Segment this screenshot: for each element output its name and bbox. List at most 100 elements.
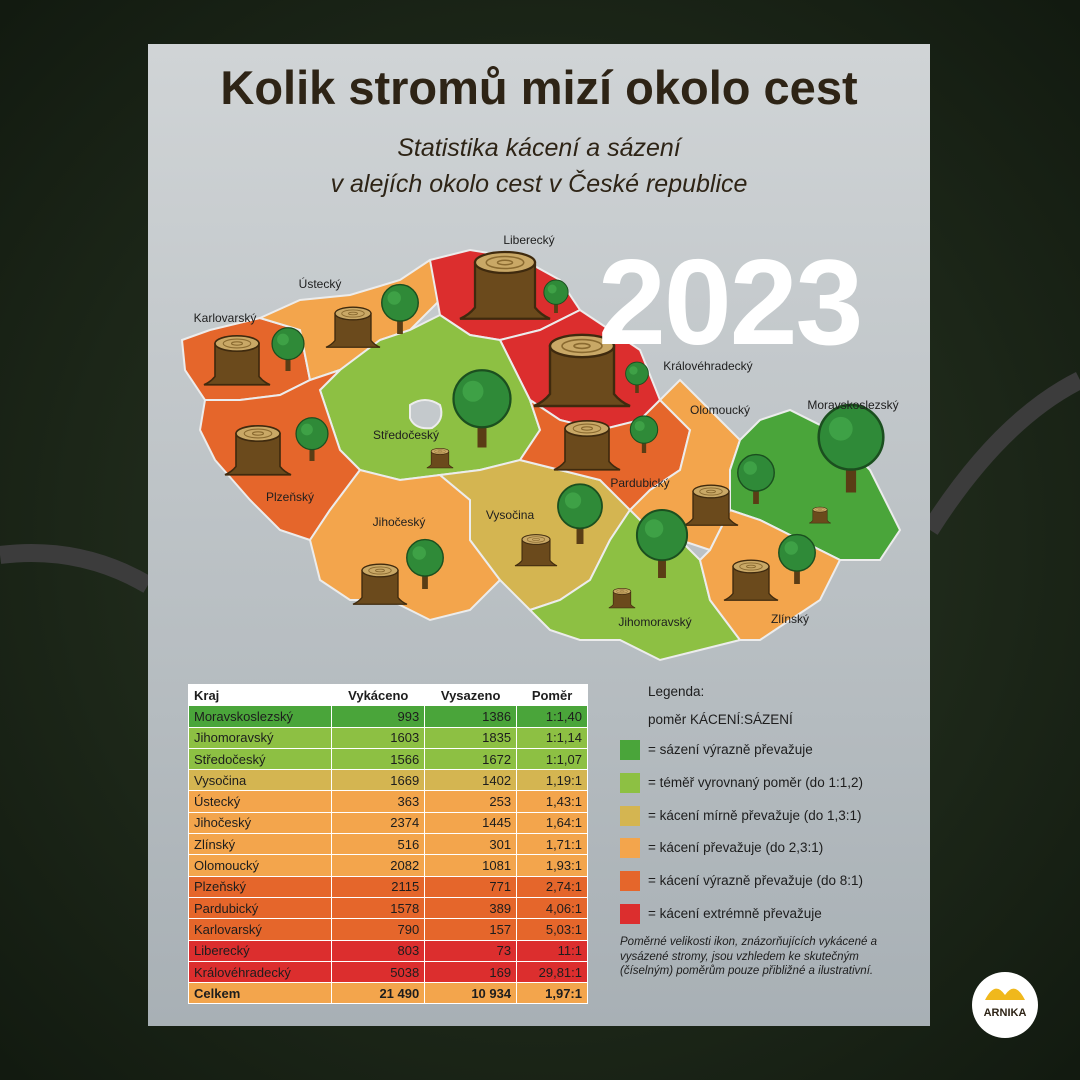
table-cell: 1,64:1: [516, 811, 588, 835]
year: 2023: [598, 234, 863, 370]
table-cell: 2,74:1: [516, 875, 588, 898]
table-row: Plzeňský 2115 771 2,74:1: [187, 875, 588, 898]
table-cell: 1,93:1: [516, 854, 588, 877]
table-cell: 4,06:1: [516, 896, 588, 920]
logo-badge: [972, 972, 1038, 1038]
region-label: Středočeský: [372, 428, 440, 442]
table-cell: 1081: [424, 854, 518, 877]
subtitle: v alejích okolo cest v České republice: [330, 170, 748, 198]
table-row: Ústecký 363 253 1,43:1: [187, 790, 588, 813]
legend-swatch: [620, 904, 640, 924]
column-header: Vykáceno: [331, 683, 426, 707]
legend-item: = kácení extrémně převažuje: [648, 906, 822, 921]
note: Poměrné velikosti ikon, znázorňujících v…: [620, 936, 877, 977]
legend-swatch: [620, 871, 640, 892]
table-cell: 1445: [424, 811, 518, 835]
table-cell: 10 934: [424, 982, 518, 1005]
legend-item: = sázení výrazně převažuje: [648, 742, 813, 757]
table-cell: 1:1,40: [516, 705, 588, 728]
legend-subtitle: poměr KÁCENÍ:SÁZENÍ: [648, 712, 793, 727]
table-row: Pardubický 1578 389 4,06:1: [187, 896, 588, 920]
table-cell: 1,43:1: [516, 790, 588, 813]
table-cell: Středočeský: [187, 747, 333, 771]
table-cell: 301: [424, 833, 518, 856]
region-label: Vysočina: [485, 508, 535, 522]
road: [922, 371, 1080, 535]
table-cell: 516: [331, 833, 426, 856]
table-cell: 1,19:1: [516, 769, 588, 792]
table-cell: 157: [424, 918, 518, 941]
legend-swatch: [620, 805, 640, 826]
table-cell: Liberecký: [187, 939, 333, 962]
table-cell: 253: [424, 790, 518, 813]
table-cell: 1672: [424, 747, 518, 771]
table-cell: 11:1: [516, 939, 588, 962]
table-cell: 993: [331, 705, 426, 728]
table-cell: 1,71:1: [516, 833, 588, 856]
table-cell: Ústecký: [187, 790, 333, 813]
legend-swatch: [620, 772, 640, 793]
table-row: Moravskoslezský 993 1386 1:1,40: [187, 705, 588, 728]
subtitle: Statistika kácení a sázení: [397, 134, 681, 162]
region-label: Zlínský: [770, 612, 810, 626]
legend-title: Legenda:: [648, 684, 705, 699]
table-header: Kraj Vykáceno Vysazeno Poměr: [187, 683, 588, 707]
table-cell: 1603: [331, 726, 426, 749]
table-cell: 1:1,07: [516, 747, 588, 771]
table-cell: 790: [331, 918, 426, 941]
table-row: Zlínský 516 301 1,71:1: [187, 833, 588, 856]
table-cell: 2374: [331, 811, 426, 835]
table-row: Liberecký 803 73 11:1: [187, 939, 588, 962]
table-cell: 73: [424, 939, 518, 962]
table-cell: 389: [424, 896, 518, 920]
table-cell: Plzeňský: [187, 875, 333, 898]
legend-item: = kácení mírně převažuje (do 1,3:1): [648, 807, 862, 823]
table-cell: 1,97:1: [516, 982, 588, 1005]
table-cell: Celkem: [187, 982, 333, 1005]
table-cell: Karlovarský: [187, 918, 333, 941]
region-label: Královéhradecký: [663, 359, 753, 373]
table-cell: 29,81:1: [516, 960, 588, 984]
table-row: Karlovarský 790 157 5,03:1: [187, 918, 588, 941]
table-cell: Jihomoravský: [187, 726, 333, 749]
table-cell: 803: [331, 939, 426, 962]
table-row: Celkem 21 490 10 934 1,97:1: [187, 982, 588, 1005]
table-row: Vysočina 1669 1402 1,19:1: [187, 769, 588, 792]
table-row: Jihomoravský 1603 1835 1:1,14: [187, 726, 588, 749]
table-row: Královéhradecký 5038 169 29,81:1: [187, 960, 588, 984]
logo-mark: [985, 988, 1025, 1000]
region-label: Karlovarský: [193, 311, 257, 325]
column-header: Vysazeno: [424, 683, 518, 707]
logo-text: ARNIKA: [984, 1007, 1027, 1019]
road: [0, 544, 153, 593]
table-cell: 1386: [424, 705, 518, 728]
table-cell: Pardubický: [187, 896, 333, 920]
table-cell: 2082: [331, 854, 426, 877]
table-cell: 2115: [331, 875, 426, 898]
region-label: Jihočeský: [372, 515, 426, 529]
column-header: Poměr: [516, 683, 588, 707]
table-cell: 1402: [424, 769, 518, 792]
table-cell: 21 490: [331, 982, 426, 1005]
table-row: Středočeský 1566 1672 1:1,07: [187, 747, 588, 771]
table-cell: 1578: [331, 896, 426, 920]
data-table: Kraj Vykáceno Vysazeno Poměr Moravskoslezský…: [187, 683, 588, 1005]
region-label: Liberecký: [503, 233, 555, 247]
legend-item: = téměř vyrovnaný poměr (do 1:1,2): [648, 774, 863, 790]
table-cell: 5,03:1: [516, 918, 588, 941]
region-label: Olomoucký: [689, 403, 751, 417]
legend-item: = kácení převažuje (do 2,3:1): [648, 840, 824, 856]
table-cell: 1566: [331, 747, 426, 771]
table-cell: Jihočeský: [187, 811, 333, 835]
table-cell: 5038: [331, 960, 426, 984]
table-cell: Vysočina: [187, 769, 333, 792]
table-row: Jihočeský 2374 1445 1,64:1: [187, 811, 588, 835]
region-label: Plzeňský: [265, 490, 315, 504]
table-cell: Královéhradecký: [187, 960, 333, 984]
region-label: Jihomoravský: [618, 615, 692, 629]
table-cell: 1669: [331, 769, 426, 792]
legend-swatch: [620, 838, 640, 859]
table-cell: Moravskoslezský: [187, 705, 333, 728]
